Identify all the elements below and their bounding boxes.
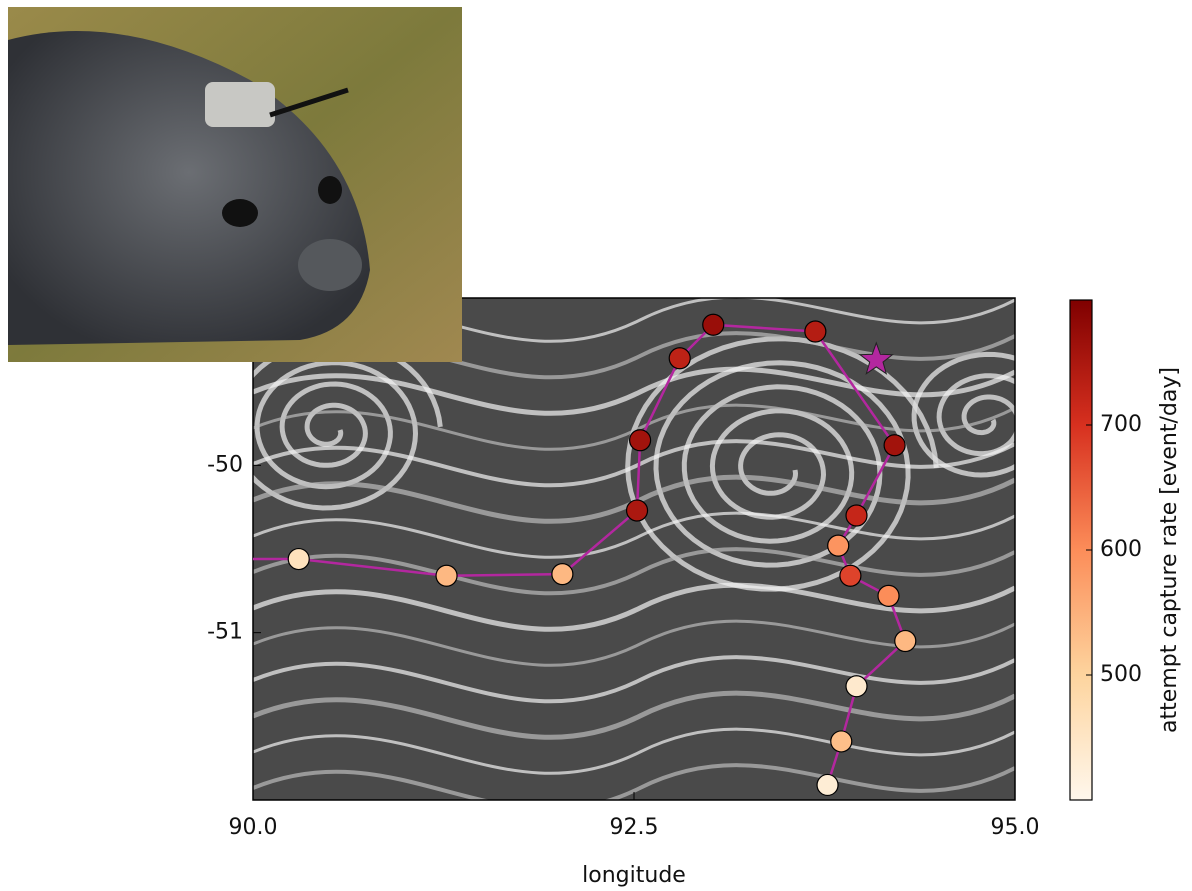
capture-point — [436, 565, 457, 586]
capture-point — [846, 676, 867, 697]
capture-point — [817, 774, 838, 795]
capture-point — [288, 549, 309, 570]
colorbar: 500 600 700 attempt capture rate [event/day… — [1070, 300, 1182, 800]
x-tick-label: 90.0 — [229, 815, 278, 840]
capture-point — [831, 731, 852, 752]
capture-point — [846, 505, 867, 526]
colorbar-tick-label: 500 — [1100, 662, 1142, 687]
flow-background — [232, 297, 1068, 809]
capture-point — [703, 314, 724, 335]
x-axis-label: longitude — [582, 863, 686, 888]
capture-point — [878, 585, 899, 606]
capture-point — [669, 348, 690, 369]
colorbar-label: attempt capture rate [event/day] — [1157, 367, 1182, 733]
capture-point — [630, 430, 651, 451]
capture-point — [840, 565, 861, 586]
colorbar-tick-label: 600 — [1100, 537, 1142, 562]
capture-point — [884, 435, 905, 456]
colorbar-tick-label: 700 — [1100, 412, 1142, 437]
capture-point — [552, 564, 573, 585]
x-tick-label: 95.0 — [991, 815, 1040, 840]
figure: 90.0 92.5 95.0 -50 -51 longitude 500 600 700 at… — [0, 0, 1192, 891]
capture-point — [895, 631, 916, 652]
capture-point — [805, 321, 826, 342]
y-tick-label: -50 — [207, 452, 243, 477]
capture-point — [828, 535, 849, 556]
y-tick-label: -51 — [207, 620, 243, 645]
x-tick-label: 92.5 — [610, 815, 659, 840]
photo-inset — [8, 7, 462, 362]
capture-point — [627, 500, 648, 521]
